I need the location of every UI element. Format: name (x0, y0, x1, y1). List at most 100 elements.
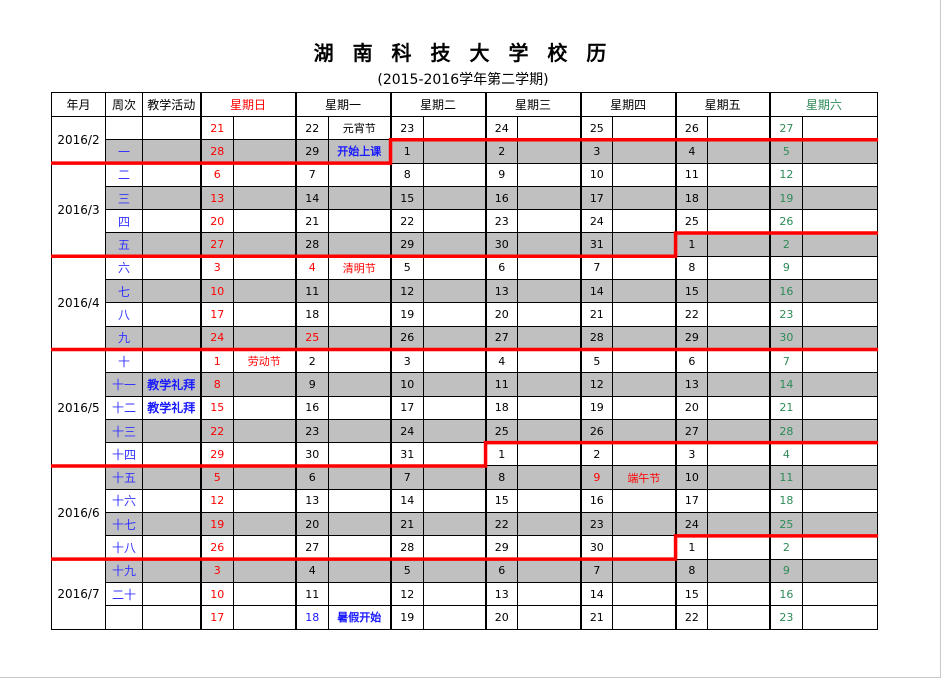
day-number: 21 (768, 395, 804, 420)
teaching-activity (142, 442, 201, 467)
day-note (802, 209, 879, 234)
day-number: 1 (389, 139, 425, 164)
day-number: 22 (674, 605, 709, 630)
week-row: 十一 教学礼拜 8 9 10 11 12 13 14 (52, 372, 879, 397)
day-number: 13 (294, 488, 330, 514)
week-row: 2016/5 十 1 劳动节 2 3 4 5 6 7 (51, 348, 879, 467)
day-number: 19 (389, 302, 425, 327)
day-note (802, 325, 879, 350)
day-note (612, 605, 677, 630)
day-note (802, 605, 879, 630)
day-note (423, 581, 487, 607)
week-number: 十六 (105, 488, 143, 514)
day-note (517, 209, 582, 234)
day-number: 18 (294, 302, 330, 327)
day-note (707, 418, 771, 444)
day-number: 10 (579, 162, 614, 187)
week-row: 四 20 21 22 23 24 25 26 (52, 209, 879, 234)
day-note (232, 372, 297, 397)
week-row: 十八 26 27 28 29 30 1 2 (52, 535, 879, 560)
day-note (328, 232, 392, 257)
month-label: 2016/5 (51, 348, 106, 467)
week-row: 五 27 28 29 30 31 1 2 (52, 232, 879, 257)
day-number: 3 (389, 348, 425, 374)
day-number: 11 (294, 581, 330, 607)
day-note (423, 535, 487, 560)
day-number: 15 (674, 279, 709, 304)
day-note (328, 185, 392, 211)
day-note (802, 372, 879, 397)
day-number: 23 (484, 209, 519, 234)
teaching-activity (142, 512, 201, 537)
day-number: 15 (199, 395, 234, 420)
day-number: 6 (484, 558, 519, 583)
day-number: 21 (579, 605, 614, 630)
day-note (423, 185, 487, 211)
week-row: 十三 22 23 24 25 26 27 28 (52, 418, 879, 444)
teaching-activity (142, 605, 201, 630)
day-note (707, 605, 771, 630)
day-number: 20 (484, 605, 519, 630)
day-note (517, 185, 582, 211)
day-note (802, 418, 879, 444)
day-note (423, 488, 487, 514)
header-sunday: 星期日 (199, 92, 297, 117)
day-number: 3 (199, 558, 234, 583)
day-number: 28 (389, 535, 425, 560)
day-number: 28 (579, 325, 614, 350)
day-number: 7 (579, 558, 614, 583)
day-note (612, 115, 677, 141)
month-label: 2016/7 (51, 558, 106, 630)
holiday-note: 开始上课 (328, 139, 392, 164)
day-note (802, 535, 879, 560)
day-number: 15 (674, 581, 709, 607)
header-friday: 星期五 (674, 92, 771, 117)
day-number: 24 (579, 209, 614, 234)
teaching-activity (142, 115, 201, 141)
day-number: 22 (674, 302, 709, 327)
day-number: 18 (294, 605, 330, 630)
day-number: 11 (768, 465, 804, 490)
day-number: 19 (199, 512, 234, 537)
day-note (232, 325, 297, 350)
day-number: 24 (389, 418, 425, 444)
day-note (232, 512, 297, 537)
day-note (802, 581, 879, 607)
day-number: 10 (199, 581, 234, 607)
week-number: 十七 (105, 512, 143, 537)
week-number: 十 (105, 348, 143, 374)
day-number: 16 (579, 488, 614, 514)
day-number: 17 (389, 395, 425, 420)
header-tuesday: 星期二 (389, 92, 487, 117)
day-number: 7 (389, 465, 425, 490)
week-number (105, 605, 143, 630)
day-number: 25 (579, 115, 614, 141)
day-number: 8 (484, 465, 519, 490)
teaching-activity (142, 232, 201, 257)
week-number: 十一 (105, 372, 143, 397)
day-note (517, 558, 582, 583)
day-note (612, 232, 677, 257)
day-number: 25 (768, 512, 804, 537)
day-note (517, 232, 582, 257)
day-number: 28 (768, 418, 804, 444)
holiday-note: 劳动节 (232, 348, 297, 374)
day-note (802, 185, 879, 211)
month-boundary-line (51, 138, 879, 165)
day-number: 11 (294, 279, 330, 304)
day-note (707, 325, 771, 350)
teaching-activity (142, 488, 201, 514)
day-note (423, 139, 487, 164)
day-note (232, 209, 297, 234)
holiday-note: 元宵节 (328, 115, 392, 141)
day-number: 13 (674, 372, 709, 397)
week-row: 2016/7 十九 3 4 5 6 7 8 9 (51, 558, 879, 630)
day-note (328, 325, 392, 350)
month-boundary-line (51, 231, 879, 259)
day-note (423, 558, 487, 583)
school-calendar-table: 年月 周次 教学活动 星期日 星期一 星期二 星期三 星期四 星期五 星期六 2… (51, 92, 879, 630)
day-number: 5 (199, 465, 234, 490)
day-number: 13 (199, 185, 234, 211)
calendar-title: 湖 南 科 技 大 学 校 历 (313, 41, 613, 65)
day-number: 22 (484, 512, 519, 537)
